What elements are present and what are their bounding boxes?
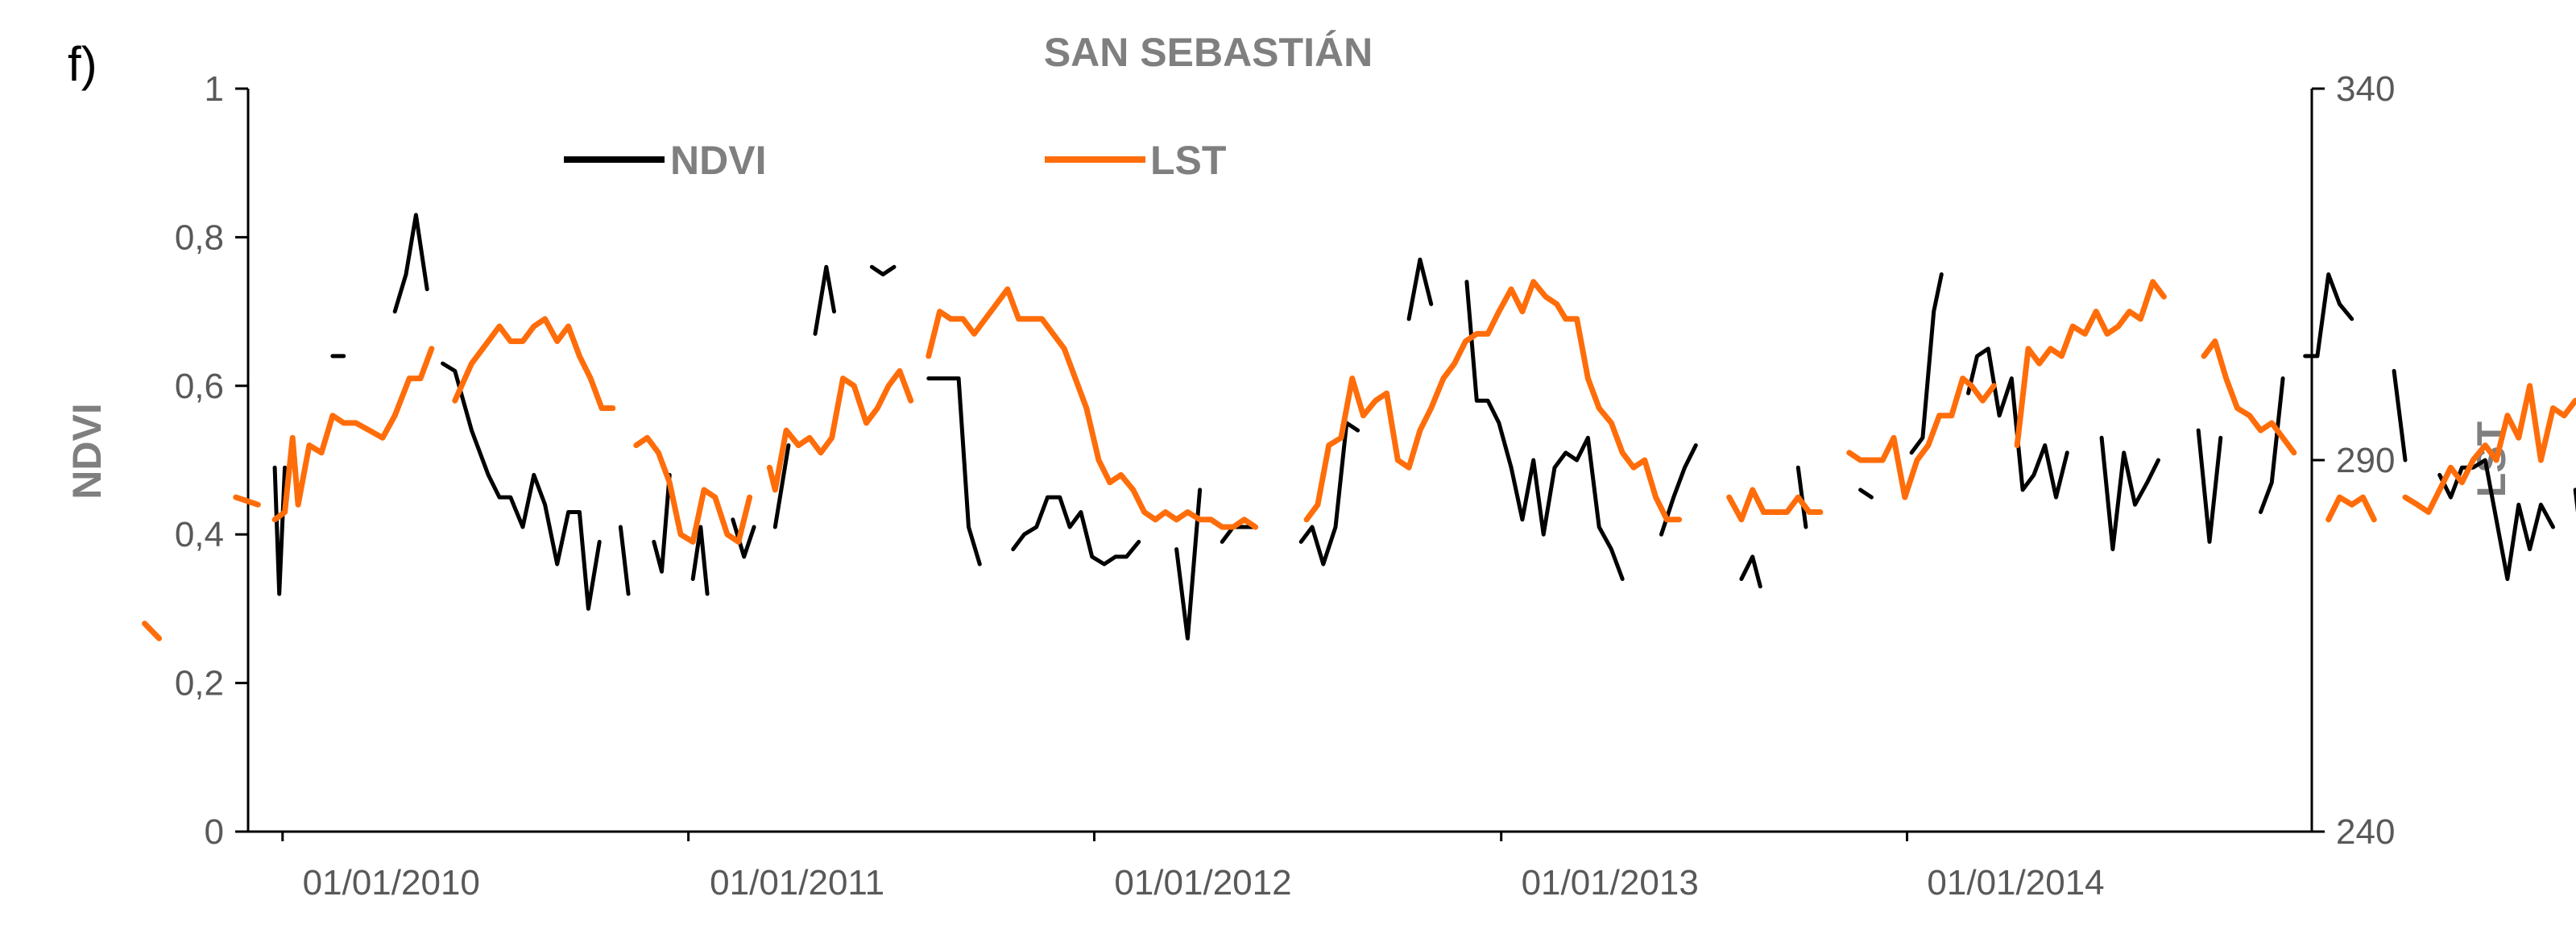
series-line-segment-lst: [926, 286, 1259, 530]
series-line-segment-lst: [271, 346, 435, 523]
series-line-segment-ndvi: [1464, 280, 1625, 581]
x-tick-label: 01/01/2010: [303, 863, 480, 903]
right-tick-label: 290: [2336, 441, 2395, 480]
series-line-segment-ndvi: [1858, 488, 1874, 500]
series-line-segment-ndvi: [1795, 465, 1808, 529]
series-line-segment-lst: [633, 434, 753, 545]
series-line-segment-lst: [2402, 383, 2576, 515]
left-tick-label: 0,2: [175, 664, 224, 703]
series-line-segment-ndvi: [2196, 428, 2223, 544]
series-line-segment-lst: [452, 316, 616, 411]
series-line-segment-ndvi: [926, 376, 982, 566]
x-tick-label: 01/01/2011: [710, 863, 884, 903]
legend-label-lst: LST: [1150, 138, 1226, 183]
legend: NDVI LST: [564, 138, 1226, 183]
series-line-segment-lst: [142, 620, 163, 641]
series-line-segment-ndvi: [731, 517, 756, 559]
series-layer: [142, 213, 2576, 641]
left-tick-label: 0: [205, 812, 224, 852]
series-line-segment-ndvi: [1909, 272, 1944, 455]
right-ticks: 240 290 340: [2312, 69, 2395, 852]
series-line-segment-ndvi: [772, 443, 791, 529]
left-tick-label: 0,4: [175, 515, 224, 554]
series-line-segment-lst: [233, 494, 261, 508]
series-line-segment-ndvi: [1406, 257, 1434, 322]
x-ticks: 01/01/2010 01/01/2011 01/01/2012 01/01/2013…: [281, 832, 2105, 903]
series-line-segment-ndvi: [652, 472, 672, 574]
series-line-segment-ndvi: [869, 264, 897, 276]
left-tick-label: 0,6: [175, 367, 224, 406]
series-line-segment-ndvi: [2303, 272, 2354, 359]
series-line-segment-ndvi: [1739, 554, 1762, 589]
series-line-segment-lst: [1303, 279, 1683, 523]
series-line-segment-ndvi: [1298, 421, 1360, 566]
series-line-segment-ndvi: [618, 525, 631, 596]
series-line-segment-ndvi: [1174, 488, 1203, 641]
series-line-segment-ndvi: [2259, 376, 2285, 514]
panel-label: f): [68, 37, 97, 91]
series-line-segment-ndvi: [813, 264, 836, 336]
series-line-segment-ndvi: [1220, 525, 1258, 544]
series-line-segment-lst: [2201, 338, 2297, 456]
series-line-segment-lst: [1726, 487, 1824, 523]
series-line-segment-lst: [2325, 494, 2377, 523]
series-line-segment-ndvi: [690, 525, 710, 596]
series-line-segment-ndvi: [441, 361, 602, 611]
right-tick-label: 340: [2336, 69, 2395, 109]
series-line-segment-lst: [2014, 279, 2167, 449]
series-lst: [142, 279, 2576, 641]
series-line-segment-lst: [766, 367, 914, 493]
right-tick-label: 240: [2336, 812, 2395, 852]
left-ticks: 0 0,2 0,4 0,6 0,8 1: [175, 69, 248, 852]
series-line-segment-ndvi: [2392, 368, 2408, 463]
series-line-segment-ndvi: [2099, 435, 2160, 552]
series-line-segment-ndvi: [1011, 495, 1141, 566]
x-tick-label: 01/01/2012: [1114, 863, 1291, 903]
x-tick-label: 01/01/2013: [1522, 863, 1699, 903]
chart-title: SAN SEBASTIÁN: [1044, 30, 1373, 75]
left-tick-label: 1: [205, 69, 224, 109]
y-left-axis-title: NDVI: [64, 403, 110, 499]
series-line-segment-lst: [1846, 376, 1997, 500]
series-line-segment-ndvi: [392, 213, 429, 314]
legend-label-ndvi: NDVI: [670, 138, 766, 183]
x-tick-label: 01/01/2014: [1927, 863, 2104, 903]
left-tick-label: 0,8: [175, 218, 224, 257]
